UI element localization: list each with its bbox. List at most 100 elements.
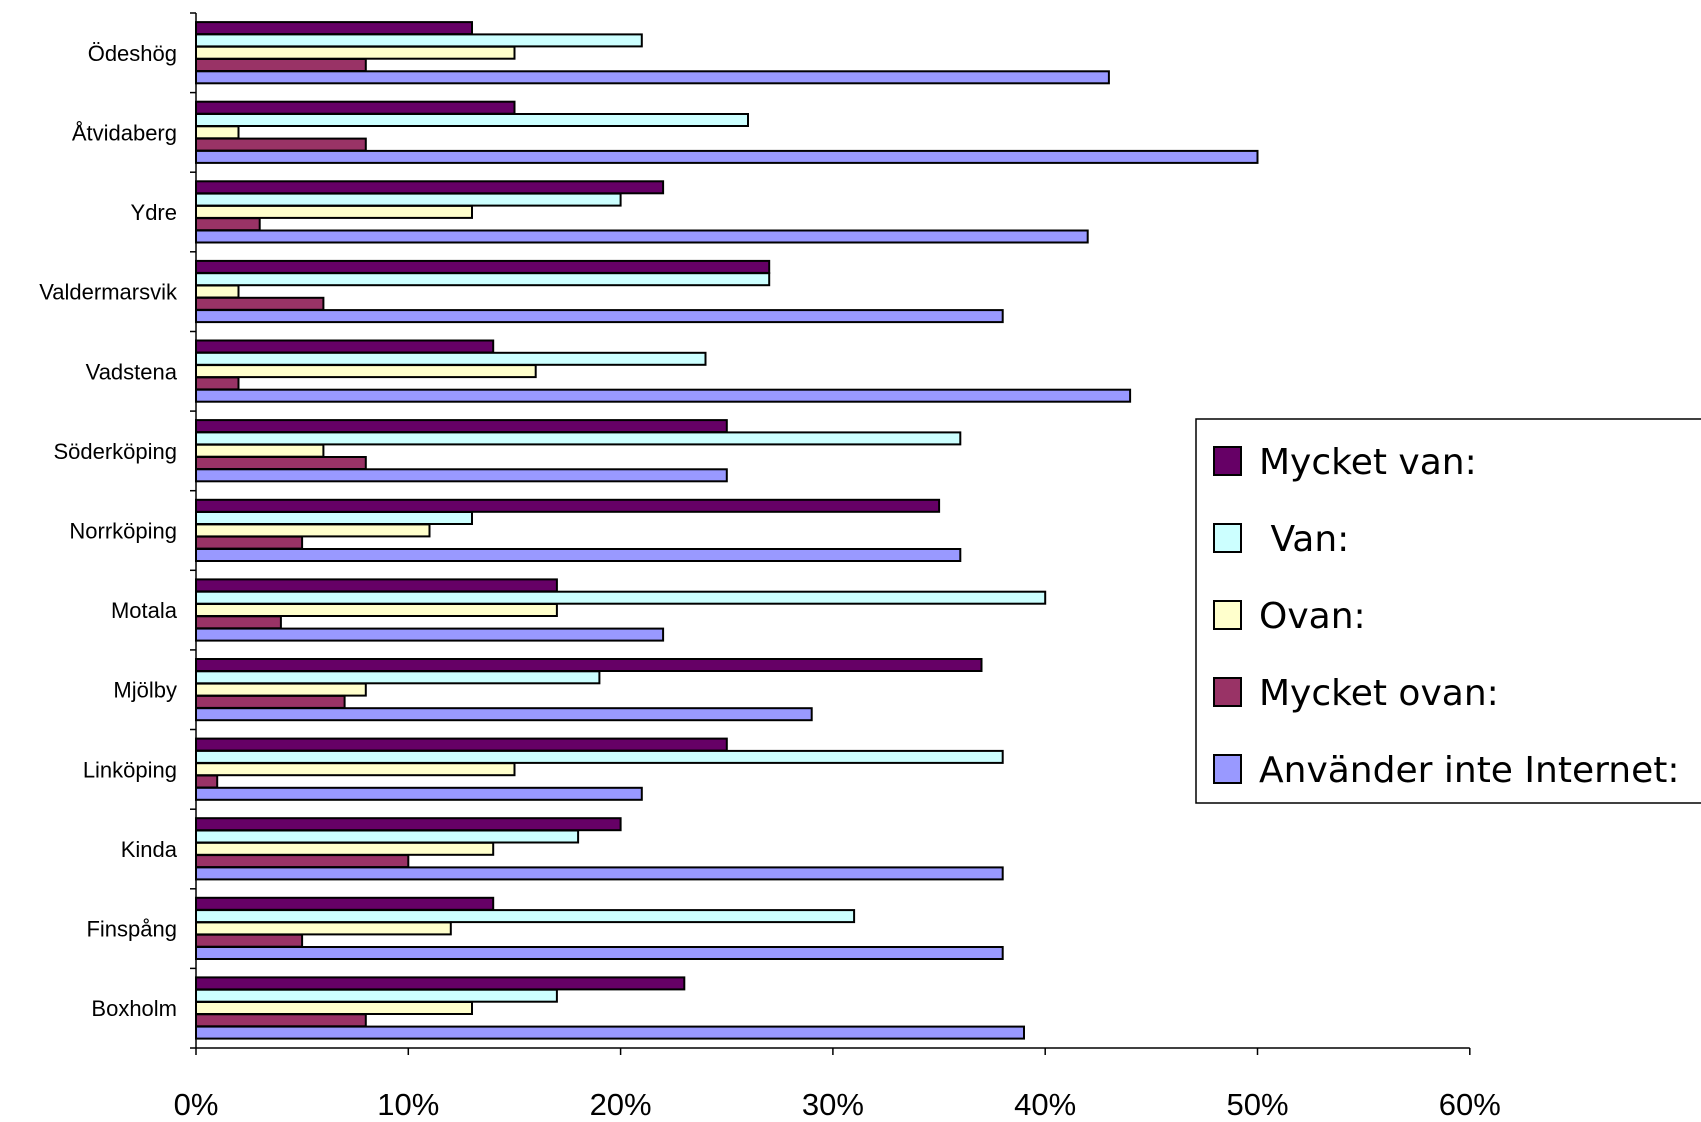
x-tick-label: 30% [802,1087,864,1122]
bar-odeshog-van [195,33,643,48]
bar-mjolby-mycket-ovan [195,694,346,709]
bar-atvidaberg-mycket-van [195,100,516,115]
legend: Mycket van: Van: Ovan: Mycket ovan: Använde… [1195,418,1701,804]
bar-valdermarsvik-ovan [195,284,240,299]
category-label-soderkoping: Söderköping [53,439,177,464]
legend-label-van: Van: [1259,519,1349,560]
x-tick-label: 60% [1439,1087,1501,1122]
bar-finspang-ovan [195,921,452,936]
bar-boxholm-van [195,988,558,1003]
axes: Ödeshög Åtvidaberg Ydre Valdermarsvik Vadste… [39,12,1501,1122]
legend-swatch-anvander-inte-internet [1213,754,1242,784]
legend-label-mycket-van: Mycket van: [1259,442,1477,483]
bar-norrkoping-van [195,511,473,525]
bar-boxholm-mycket-ovan [195,1013,367,1028]
bar-ydre-ovan [195,204,473,219]
bar-linkoping-anvander-inte-internet [195,786,643,801]
bar-valdermarsvik-anvander-inte-internet [195,309,1004,324]
bar-odeshog-ovan [195,45,516,60]
category-label-ydre: Ydre [131,200,177,225]
bar-atvidaberg-ovan [195,125,240,140]
bar-norrkoping-anvander-inte-internet [195,548,962,562]
bar-motala-van [195,590,1047,605]
bar-mjolby-anvander-inte-internet [195,707,813,722]
bar-motala-mycket-ovan [195,615,282,630]
category-label-boxholm: Boxholm [91,996,177,1021]
bar-norrkoping-mycket-ovan [195,535,304,550]
bar-kinda-anvander-inte-internet [195,866,1004,881]
bar-ydre-van [195,192,622,207]
bar-vadstena-mycket-ovan [195,376,240,391]
bar-mjolby-van [195,670,601,685]
bar-odeshog-anvander-inte-internet [195,70,1110,85]
x-tick-label: 50% [1226,1087,1288,1122]
legend-label-mycket-ovan: Mycket ovan: [1259,673,1499,714]
category-label-odeshog: Ödeshög [88,41,177,66]
bar-kinda-van [195,829,580,844]
bar-atvidaberg-van [195,113,749,127]
bar-finspang-mycket-van [195,896,495,911]
bar-valdermarsvik-van [195,272,771,287]
category-label-atvidaberg: Åtvidaberg [72,120,177,145]
bar-mjolby-ovan [195,682,367,697]
category-label-mjolby: Mjölby [113,678,177,703]
legend-box [1195,418,1701,804]
bar-linkoping-ovan [195,762,516,777]
bar-motala-anvander-inte-internet [195,627,665,642]
bars-layer [195,21,1259,1040]
legend-label-anvander-inte-internet: Använder inte Internet: [1259,750,1679,791]
bar-kinda-ovan [195,841,495,856]
x-tick-label: 40% [1014,1087,1076,1122]
bar-ydre-mycket-van [195,180,665,195]
bar-odeshog-mycket-ovan [195,58,367,72]
bar-soderkoping-mycket-van [195,419,728,434]
bar-norrkoping-ovan [195,523,431,538]
bar-boxholm-mycket-van [195,976,686,991]
category-label-linkoping: Linköping [83,757,177,782]
bar-atvidaberg-anvander-inte-internet [195,149,1259,164]
category-label-vadstena: Vadstena [86,359,178,384]
x-tick-label: 10% [377,1087,439,1122]
bar-soderkoping-ovan [195,443,325,458]
category-label-norrkoping: Norrköping [69,519,177,544]
x-tick-label: 0% [174,1087,219,1122]
bar-boxholm-ovan [195,1001,473,1015]
bar-motala-ovan [195,603,558,617]
bar-linkoping-van [195,749,1004,764]
bar-kinda-mycket-ovan [195,854,410,869]
category-label-valdermarsvik: Valdermarsvik [39,280,178,305]
legend-swatch-ovan [1213,600,1242,630]
bar-vadstena-ovan [195,364,537,379]
bar-atvidaberg-mycket-ovan [195,137,367,152]
bar-finspang-mycket-ovan [195,933,304,948]
bar-ydre-anvander-inte-internet [195,229,1089,244]
bar-soderkoping-mycket-ovan [195,456,367,470]
bar-vadstena-mycket-van [195,339,495,354]
bar-vadstena-anvander-inte-internet [195,388,1132,403]
bar-norrkoping-mycket-van [195,498,941,513]
bar-linkoping-mycket-ovan [195,774,219,789]
bar-finspang-van [195,909,856,924]
legend-swatch-mycket-van [1213,446,1242,476]
legend-swatch-mycket-ovan [1213,677,1242,707]
bar-kinda-mycket-van [195,817,622,832]
bar-mjolby-mycket-van [195,658,983,672]
legend-label-ovan: Ovan: [1259,596,1366,637]
bar-ydre-mycket-ovan [195,217,261,232]
bar-soderkoping-van [195,431,962,446]
bar-boxholm-anvander-inte-internet [195,1025,1025,1040]
bar-vadstena-van [195,351,707,366]
bar-soderkoping-anvander-inte-internet [195,468,728,483]
bar-valdermarsvik-mycket-ovan [195,296,325,311]
bar-linkoping-mycket-van [195,737,728,752]
category-label-kinda: Kinda [121,837,178,862]
bar-valdermarsvik-mycket-van [195,259,771,274]
category-label-finspang: Finspång [86,917,177,942]
category-label-motala: Motala [111,598,178,623]
bar-finspang-anvander-inte-internet [195,946,1004,960]
bar-motala-mycket-van [195,578,558,593]
x-tick-label: 20% [590,1087,652,1122]
legend-swatch-van [1213,523,1242,553]
